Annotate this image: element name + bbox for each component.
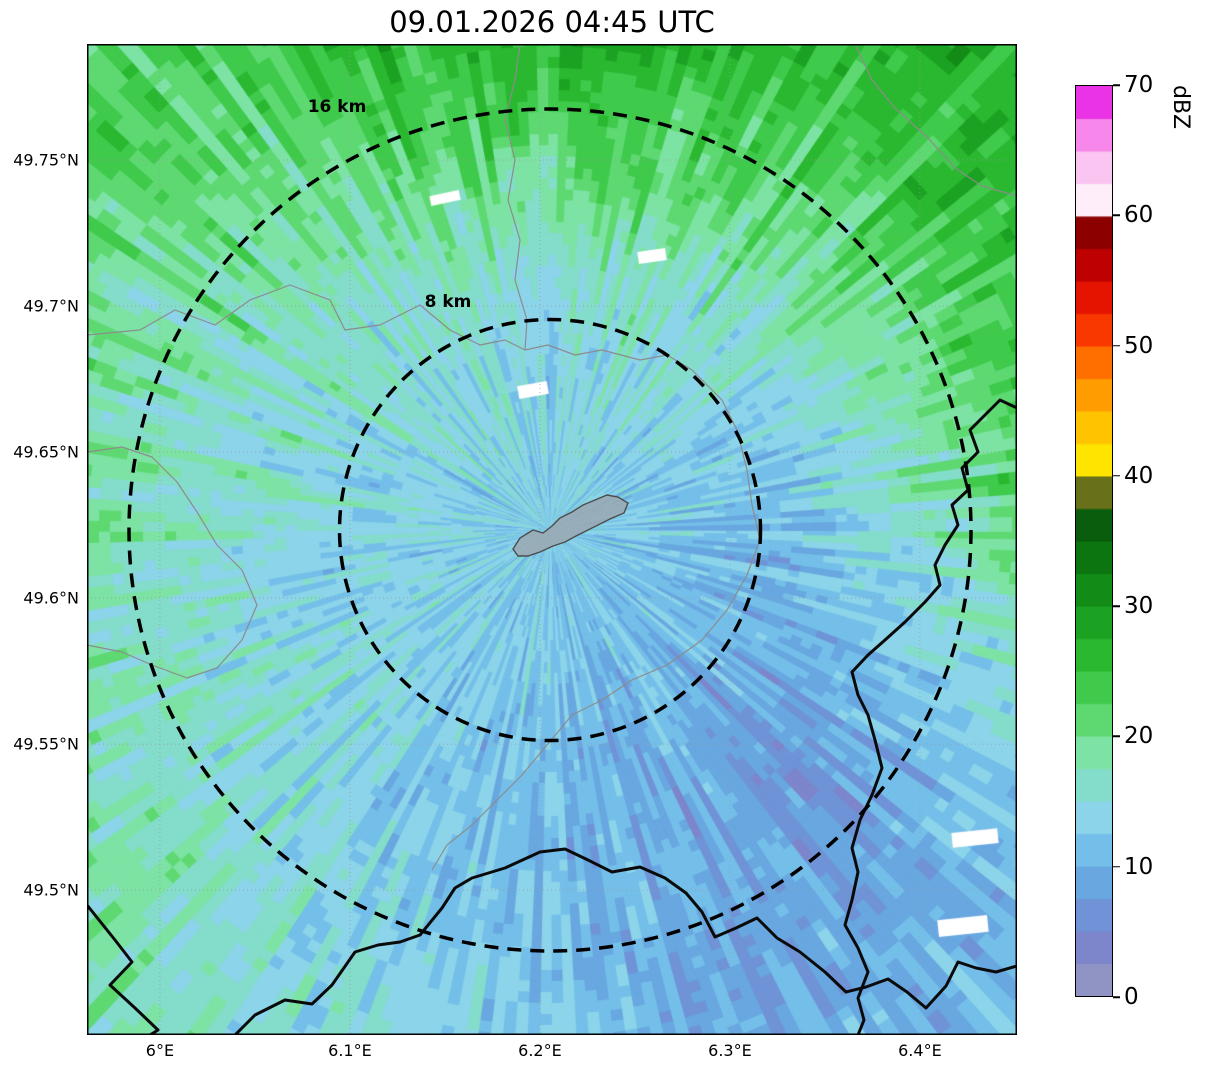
- lon-tick-label: 6.4°E: [898, 1041, 942, 1060]
- colorbar-tick-mark: [1113, 735, 1120, 738]
- admin-border: [87, 284, 761, 871]
- lat-tick-label: 49.6°N: [23, 588, 79, 608]
- colorbar-tick-label: 60: [1124, 202, 1154, 229]
- country-border: [843, 398, 1017, 1035]
- colorbar-tick-mark: [1113, 475, 1120, 477]
- range-ring-label: 16 km: [308, 97, 367, 117]
- colorbar-tick-label: 20: [1124, 723, 1154, 750]
- colorbar-tick-mark: [1113, 84, 1120, 86]
- range-ring-label: 8 km: [425, 292, 472, 312]
- colorbar-tick-mark: [1113, 214, 1120, 217]
- colorbar-tick-label: 70: [1124, 72, 1154, 98]
- lat-tick-label: 49.7°N: [23, 296, 79, 316]
- lat-tick-label: 49.5°N: [23, 880, 79, 900]
- lat-tick-label: 49.55°N: [13, 734, 79, 754]
- colorbar-label: dBZ: [1168, 85, 1193, 130]
- city-area: [512, 494, 629, 557]
- plot-frame: [87, 44, 1017, 1035]
- lon-tick-label: 6.3°E: [708, 1041, 752, 1060]
- lon-tick-label: 6°E: [145, 1041, 175, 1060]
- colorbar-tick-label: 0: [1124, 984, 1139, 1010]
- colorbar-tick-mark: [1113, 605, 1120, 607]
- map-overlay: 8 km 16 km: [87, 44, 1017, 1035]
- colorbar-tick-label: 40: [1124, 462, 1154, 489]
- map-plot: 8 km 16 km: [87, 44, 1017, 1035]
- lon-tick-label: 6.1°E: [328, 1041, 372, 1060]
- lon-tick-label: 6.2°E: [518, 1041, 562, 1060]
- colorbar-tick-label: 30: [1124, 593, 1154, 620]
- colorbar-tick-label: 50: [1124, 332, 1154, 359]
- admin-border: [854, 44, 1017, 197]
- colorbar-tick-mark: [1113, 344, 1120, 347]
- colorbar: [1075, 85, 1113, 997]
- colorbar-tick-mark: [1113, 865, 1120, 868]
- plot-title: 09.01.2026 04:45 UTC: [389, 5, 715, 39]
- range-ring-8km: [337, 317, 763, 743]
- admin-border: [87, 446, 258, 679]
- admin-border: [504, 44, 528, 351]
- range-ring-16km: [127, 107, 973, 953]
- colorbar-tick-label: 10: [1124, 853, 1154, 880]
- lat-tick-label: 49.65°N: [13, 442, 79, 462]
- colorbar-gradient: [1076, 86, 1112, 996]
- country-border: [87, 904, 160, 1035]
- country-border: [233, 847, 1017, 1035]
- lat-tick-label: 49.75°N: [13, 150, 79, 170]
- colorbar-tick-mark: [1113, 996, 1120, 998]
